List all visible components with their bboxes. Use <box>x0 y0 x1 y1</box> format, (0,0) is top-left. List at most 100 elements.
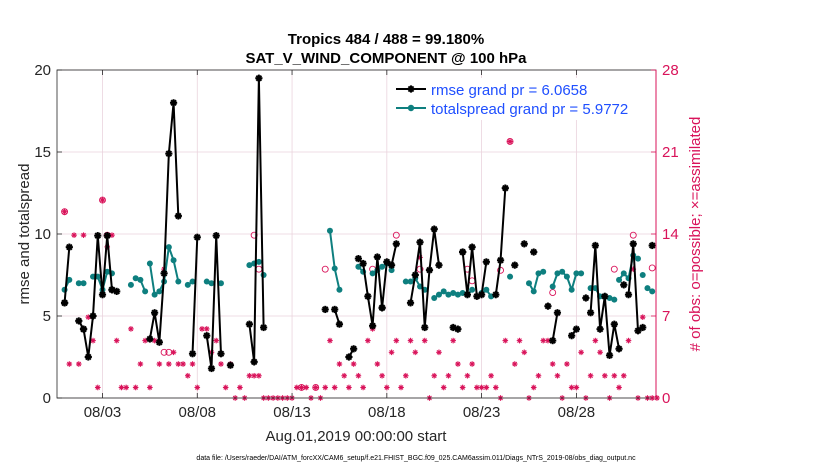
totalspread-point <box>246 262 253 269</box>
totalspread-point <box>326 227 333 234</box>
obs-assimilated-marker <box>90 337 96 344</box>
totalspread-point <box>402 278 409 285</box>
rmse-point <box>463 291 471 299</box>
rmse-point <box>544 302 552 310</box>
totalspread-point <box>379 263 386 270</box>
left-y-tick-label: 20 <box>34 62 51 79</box>
rmse-point <box>425 266 434 274</box>
totalspread-point <box>445 291 452 298</box>
rmse-point <box>335 320 344 328</box>
obs-possible-marker <box>629 231 637 239</box>
obs-assimilated-marker <box>440 384 447 391</box>
rmse-point <box>350 345 358 353</box>
obs-possible-marker <box>648 264 656 272</box>
x-tick-label: 08/28 <box>558 404 596 421</box>
right-y-tick-label: 0 <box>662 390 670 407</box>
rmse-point <box>165 150 173 158</box>
obs-assimilated-marker <box>75 361 82 367</box>
obs-assimilated-marker <box>203 326 210 332</box>
totalspread-point <box>151 291 158 298</box>
rmse-point <box>601 292 609 300</box>
totalspread-point <box>146 260 153 267</box>
rmse-point <box>459 248 467 256</box>
obs-assimilated-marker <box>625 337 632 344</box>
totalspread-point <box>568 286 575 293</box>
obs-assimilated-marker <box>530 384 537 391</box>
left-y-axis-label: rmse and totalspread <box>16 164 33 305</box>
obs-assimilated-marker <box>298 384 305 391</box>
rmse-point <box>193 233 201 241</box>
rmse-point <box>245 320 254 328</box>
obs-assimilated-marker <box>516 337 523 344</box>
rmse-point <box>430 225 438 233</box>
obs-assimilated-marker <box>616 384 622 391</box>
rmse-series <box>60 74 656 373</box>
obs-assimilated-marker <box>251 372 257 379</box>
rmse-point <box>406 299 415 307</box>
legend-rmse-label: rmse grand pr = 6.0658 <box>431 82 587 99</box>
obs-assimilated-marker <box>132 384 139 391</box>
rmse-line-segment <box>494 188 507 295</box>
obs-assimilated-marker <box>80 232 87 238</box>
obs-assimilated-marker <box>360 384 366 391</box>
data-file-footnote: data file: /Users/raeder/DAI/ATM_forcXX/… <box>196 455 636 462</box>
totalspread-point <box>507 273 514 280</box>
rmse-point <box>226 361 235 369</box>
totalspread-point <box>578 270 585 277</box>
rmse-point <box>359 259 367 268</box>
totalspread-point <box>407 278 414 285</box>
rmse-point <box>108 286 116 294</box>
left-y-tick-label: 10 <box>34 226 51 243</box>
obs-assimilated-marker <box>61 208 68 215</box>
obs-assimilated-marker <box>189 361 196 367</box>
rmse-point <box>151 309 159 317</box>
obs-possible-marker <box>610 265 618 273</box>
totalspread-point <box>127 281 134 288</box>
obs-assimilated-marker <box>393 337 400 344</box>
right-y-tick-label: 14 <box>662 226 679 243</box>
obs-possible-marker <box>165 348 173 356</box>
x-axis-ticks: 08/03 08/08 08/13 08/18 08/23 08/28 <box>84 70 595 421</box>
rmse-point <box>75 317 83 325</box>
x-tick-label: 08/23 <box>463 404 501 421</box>
totalspread-point <box>559 268 566 275</box>
obs-assimilated-marker <box>365 337 371 344</box>
totalspread-point <box>104 268 111 275</box>
rmse-line-segment <box>551 312 559 341</box>
totalspread-point <box>170 257 177 264</box>
obs-assimilated-marker <box>535 372 542 379</box>
totalspread-point <box>189 278 196 285</box>
obs-assimilated-marker <box>222 384 229 391</box>
chart-title-line1: Tropics 484 / 488 = 99.180% <box>288 31 484 48</box>
rmse-point <box>596 325 604 333</box>
rmse-line-segment <box>461 247 488 298</box>
rmse-line-segment <box>63 247 71 303</box>
rmse-point <box>160 269 168 277</box>
obs-assimilated-marker <box>483 384 490 391</box>
totalspread-point <box>649 288 656 295</box>
obs-assimilated-marker <box>355 372 362 379</box>
obs-assimilated-marker <box>66 361 73 367</box>
obs-assimilated-marker <box>184 372 191 379</box>
rmse-point <box>392 240 400 248</box>
obs-assimilated-marker <box>137 361 144 367</box>
obs-assimilated-marker <box>474 384 480 391</box>
obs-assimilated-marker <box>488 372 494 379</box>
totalspread-point <box>369 270 376 277</box>
totalspread-point <box>549 283 556 290</box>
totalspread-point <box>554 270 561 277</box>
obs-assimilated-marker <box>521 349 528 356</box>
rmse-point <box>169 99 178 107</box>
totalspread-point <box>616 276 623 283</box>
obs-possible-marker <box>321 265 329 273</box>
totalspread-point <box>530 288 537 295</box>
obs-assimilated-marker <box>346 384 352 391</box>
totalspread-point <box>525 280 532 287</box>
rmse-line-segment <box>77 235 118 358</box>
totalspread-point <box>203 278 210 285</box>
obs-assimilated-marker <box>578 349 584 356</box>
rmse-point <box>501 184 509 192</box>
totalspread-point <box>66 276 73 283</box>
x-tick-label: 08/08 <box>178 404 216 421</box>
obs-assimilated-marker <box>213 337 220 344</box>
